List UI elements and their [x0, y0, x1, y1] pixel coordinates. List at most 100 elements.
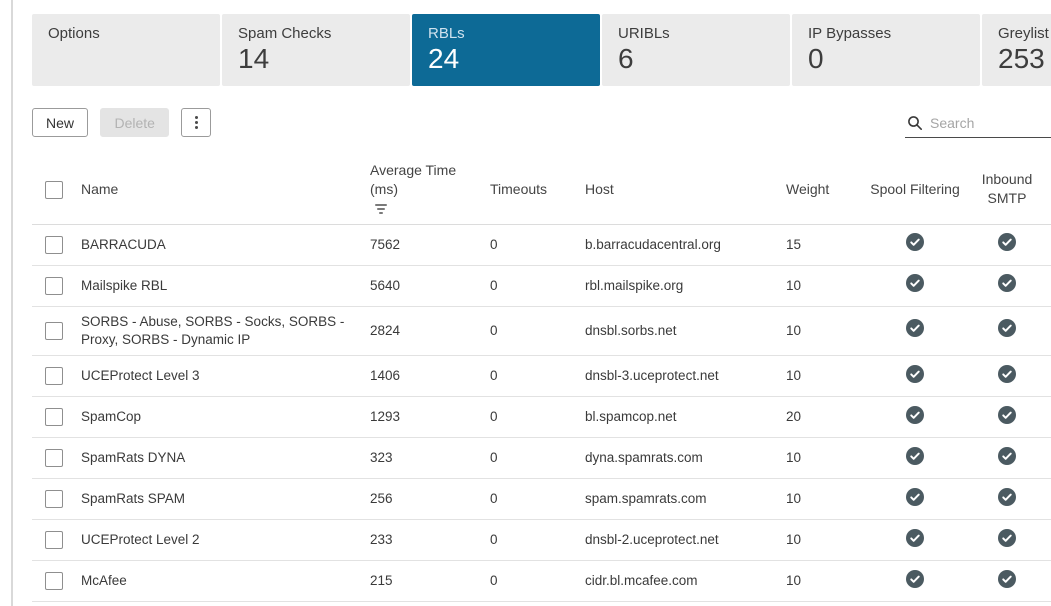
header-cell-host[interactable]: Host	[585, 174, 786, 205]
cell-name: Mailspike RBL	[81, 277, 168, 293]
cell-spool-filtering	[867, 400, 963, 435]
cell-spool-filtering	[867, 313, 963, 348]
cell-timeouts: 0	[490, 236, 498, 252]
search-input[interactable]	[930, 114, 1042, 131]
cell-inbound-smtp	[963, 441, 1051, 476]
enabled-check-icon	[998, 319, 1016, 338]
row-checkbox[interactable]	[45, 408, 63, 427]
header-cell-weight[interactable]: Weight	[786, 174, 867, 205]
panel-left-divider	[11, 0, 13, 606]
cell-weight: 10	[786, 450, 802, 465]
enabled-check-icon	[998, 487, 1016, 506]
cell-inbound-smtp	[963, 227, 1051, 262]
column-label: Name	[81, 180, 119, 197]
enabled-check-icon	[906, 274, 924, 293]
enabled-check-icon	[906, 487, 924, 506]
table-row[interactable]: Mailspike RBL 5640 0 rbl.mailspike.org 1…	[32, 266, 1051, 307]
cell-host: b.barracudacentral.org	[585, 236, 721, 252]
cell-host: dnsbl.sorbs.net	[585, 322, 677, 338]
cell-spool-filtering	[867, 359, 963, 394]
row-checkbox[interactable]	[45, 490, 63, 509]
cell-host: spam.spamrats.com	[585, 491, 707, 506]
cell-name: SpamCop	[81, 409, 142, 424]
cell-inbound-smtp	[963, 313, 1051, 348]
table-row[interactable]: BARRACUDA 7562 0 b.barracudacentral.org …	[32, 225, 1051, 266]
enabled-check-icon	[998, 569, 1016, 588]
rbl-table: Name Average Time (ms) Timeouts Host Wei…	[32, 155, 1051, 603]
row-checkbox[interactable]	[45, 572, 63, 591]
cell-timeouts: 0	[490, 491, 498, 506]
tab-greylist[interactable]: Greylist 253	[982, 14, 1051, 86]
enabled-check-icon	[906, 569, 924, 588]
tab-label: RBLs	[428, 25, 465, 42]
enabled-check-icon	[906, 233, 924, 252]
row-checkbox[interactable]	[45, 235, 63, 254]
table-row[interactable]: UCEProtect Level 3 1406 0 dnsbl-3.ucepro…	[32, 356, 1051, 398]
cell-average-time: 7562	[370, 236, 401, 252]
cell-select	[32, 402, 81, 432]
table-row[interactable]: SpamRats SPAM 256 0 spam.spamrats.com 10	[32, 479, 1051, 521]
cell-name: UCEProtect Level 2	[81, 532, 200, 547]
cell-average-time: 1293	[370, 409, 401, 424]
select-all-checkbox[interactable]	[45, 180, 63, 199]
cell-average-time: 2824	[370, 322, 401, 338]
tab-label: Options	[48, 25, 100, 42]
tab-options[interactable]: Options	[32, 14, 220, 86]
tab-rbls[interactable]: RBLs 24	[412, 14, 600, 86]
header-cell-timeouts[interactable]: Timeouts	[490, 174, 585, 205]
cell-average-time: 233	[370, 532, 393, 547]
search-box[interactable]	[905, 108, 1051, 138]
delete-button[interactable]: Delete	[100, 108, 169, 137]
enabled-check-icon	[906, 319, 924, 338]
row-checkbox[interactable]	[45, 367, 63, 386]
table-row[interactable]: UCEProtect Level 2 233 0 dnsbl-2.uceprot…	[32, 520, 1051, 562]
row-checkbox[interactable]	[45, 276, 63, 295]
header-cell-avg-time[interactable]: Average Time (ms)	[370, 155, 490, 224]
tab-count: 0	[808, 43, 824, 74]
table-header-row: Name Average Time (ms) Timeouts Host Wei…	[32, 155, 1051, 225]
table-row[interactable]: SpamRats DYNA 323 0 dyna.spamrats.com 10	[32, 438, 1051, 480]
cell-host: bl.spamcop.net	[585, 409, 677, 424]
tab-label: IP Bypasses	[808, 25, 892, 42]
header-cell-spool-filtering[interactable]: Spool Filtering	[867, 174, 963, 205]
cell-timeouts: 0	[490, 450, 498, 465]
cell-inbound-smtp	[963, 482, 1051, 517]
tab-count: 24	[428, 43, 460, 74]
tab-label: Greylist	[998, 25, 1049, 42]
cell-timeouts: 0	[490, 532, 498, 547]
row-checkbox[interactable]	[45, 322, 63, 341]
row-checkbox[interactable]	[45, 449, 63, 468]
enabled-check-icon	[906, 364, 924, 383]
cell-host: dnsbl-3.uceprotect.net	[585, 368, 719, 383]
cell-average-time: 215	[370, 573, 393, 588]
cell-spool-filtering	[867, 227, 963, 262]
column-label: Timeouts	[490, 180, 548, 197]
cell-weight: 20	[786, 409, 802, 424]
header-cell-inbound-smtp[interactable]: Inbound SMTP	[963, 164, 1051, 214]
cell-spool-filtering	[867, 523, 963, 558]
tab-spam-checks[interactable]: Spam Checks 14	[222, 14, 410, 86]
cell-timeouts: 0	[490, 573, 498, 588]
header-cell-name[interactable]: Name	[81, 174, 370, 205]
table-row[interactable]: SORBS - Abuse, SORBS - Socks, SORBS - Pr…	[32, 307, 1051, 357]
row-checkbox[interactable]	[45, 531, 63, 550]
tab-count: 14	[238, 43, 270, 74]
cell-select	[32, 443, 81, 473]
table-row[interactable]: McAfee 215 0 cidr.bl.mcafee.com 10	[32, 561, 1051, 603]
cell-weight: 15	[786, 236, 802, 252]
cell-timeouts: 0	[490, 368, 498, 383]
cell-host: rbl.mailspike.org	[585, 277, 684, 293]
enabled-check-icon	[906, 446, 924, 465]
cell-weight: 10	[786, 277, 802, 293]
tab-ip-bypasses[interactable]: IP Bypasses 0	[792, 14, 980, 86]
cell-inbound-smtp	[963, 359, 1051, 394]
column-label: Inbound SMTP	[981, 171, 1033, 207]
enabled-check-icon	[998, 274, 1016, 293]
new-button[interactable]: New	[32, 108, 89, 137]
search-icon	[908, 115, 922, 130]
settings-tab-strip: Options Spam Checks 14 RBLs 24 URIBLs 6 …	[32, 14, 1051, 86]
more-actions-button[interactable]	[181, 108, 212, 137]
table-row[interactable]: SpamCop 1293 0 bl.spamcop.net 20	[32, 397, 1051, 439]
tab-label: URIBLs	[618, 25, 670, 42]
tab-uribls[interactable]: URIBLs 6	[602, 14, 790, 86]
